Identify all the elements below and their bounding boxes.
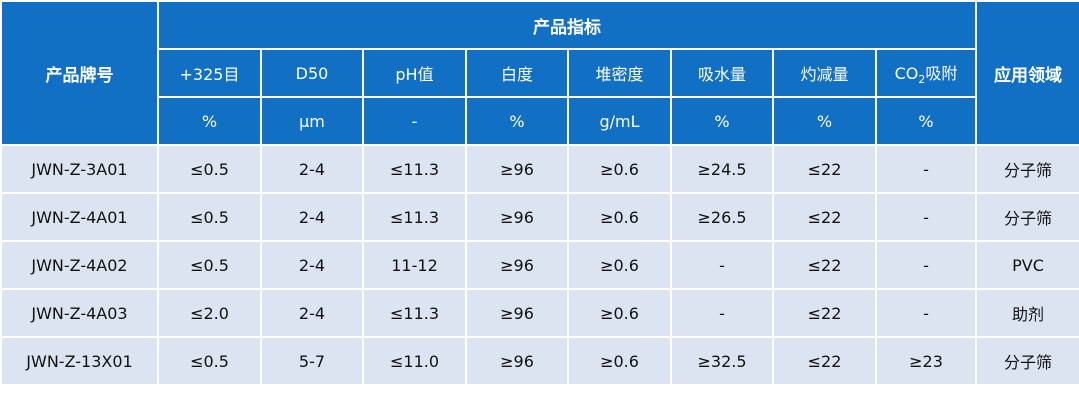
data-cell: 分子筛 [975, 336, 1079, 386]
data-cell: 2-4 [260, 144, 364, 194]
data-cell: ≤22 [772, 144, 877, 194]
data-cell: JWN-Z-4A01 [0, 192, 159, 242]
unit-header: - [362, 96, 467, 146]
data-cell: 分子筛 [975, 144, 1079, 194]
unit-header: % [670, 96, 774, 146]
data-cell: ≥0.6 [567, 192, 672, 242]
data-cell: 2-4 [260, 240, 364, 290]
data-cell: ≥0.6 [567, 288, 672, 338]
column-header: 堆密度 [567, 48, 672, 98]
data-cell: ≤22 [772, 240, 877, 290]
unit-header: μm [260, 96, 364, 146]
data-cell: - [670, 240, 774, 290]
data-cell: 分子筛 [975, 192, 1079, 242]
data-cell: ≥96 [465, 240, 569, 290]
header-row: +325目 D50 pH值 白度 堆密度 吸水量 灼减量 CO2吸附 [1, 48, 1079, 98]
data-cell: ≤22 [772, 288, 877, 338]
data-cell: - [875, 288, 977, 338]
data-cell: ≤0.5 [157, 240, 262, 290]
data-cell: ≤2.0 [157, 288, 262, 338]
column-header: +325目 [157, 48, 262, 98]
data-cell: ≥96 [465, 192, 569, 242]
data-cell: - [670, 288, 774, 338]
column-header-part: CO [894, 63, 919, 83]
data-cell: JWN-Z-4A03 [0, 288, 159, 338]
data-cell: 11-12 [362, 240, 467, 290]
data-cell: ≤11.3 [362, 192, 467, 242]
application-header: 应用领域 [975, 0, 1079, 146]
data-row: JWN-Z-4A03 ≤2.0 2-4 ≤11.3 ≥96 ≥0.6- ≤22- 助剂 [0, 288, 1079, 338]
column-header: 白度 [465, 48, 569, 98]
column-header: 吸水量 [670, 48, 774, 98]
data-cell: - [875, 144, 977, 194]
unit-header: g/mL [567, 96, 672, 146]
data-cell: 助剂 [975, 288, 1079, 338]
product-header: 产品牌号 [0, 0, 159, 146]
column-header: CO2吸附 [875, 48, 977, 98]
data-cell: PVC [975, 240, 1079, 290]
column-header: 灼减量 [772, 48, 877, 98]
data-cell: ≥26.5 [670, 192, 774, 242]
data-cell: ≥0.6 [567, 144, 672, 194]
data-cell: JWN-Z-3A01 [0, 144, 159, 194]
unit-header: % [465, 96, 569, 146]
column-header: D50 [260, 48, 364, 98]
data-cell: JWN-Z-4A02 [0, 240, 159, 290]
data-row: JWN-Z-4A01 ≤0.5 2-4 ≤11.3 ≥96 ≥0.6 ≥26.5 ≤22- 分子… [0, 192, 1079, 242]
data-cell: ≤11.3 [362, 288, 467, 338]
column-header-sub: 2 [918, 73, 926, 87]
column-header: pH值 [362, 48, 467, 98]
data-cell: JWN-Z-13X01 [0, 336, 159, 386]
unit-header: % [875, 96, 977, 146]
data-cell: - [875, 192, 977, 242]
data-cell: ≥96 [465, 288, 569, 338]
data-cell: ≤22 [772, 336, 877, 386]
data-cell: ≤22 [772, 192, 877, 242]
data-cell: ≥96 [465, 144, 569, 194]
column-header-part: 吸附 [925, 63, 958, 83]
unit-header: % [772, 96, 877, 146]
spec-table: 产品牌号 产品指标 应用领域 +325目 D50 pH值 白度 堆密度 吸水量 灼减量 CO2吸附%… [0, 0, 1079, 386]
data-row: JWN-Z-4A02 ≤0.5 2-4 11-12 ≥96 ≥0.6- ≤22- PVC [0, 240, 1079, 290]
data-cell: 2-4 [260, 192, 364, 242]
data-cell: ≥96 [465, 336, 569, 386]
data-cell: ≥0.6 [567, 240, 672, 290]
header-row: 产品牌号 产品指标 应用领域 [0, 0, 1079, 146]
unit-header: % [157, 96, 262, 146]
data-cell: ≥0.6 [567, 336, 672, 386]
data-cell: ≥23 [875, 336, 977, 386]
data-cell: ≤0.5 [157, 144, 262, 194]
group-header: 产品指标 [157, 0, 977, 50]
data-cell: ≥32.5 [670, 336, 774, 386]
data-row: JWN-Z-13X01 ≤0.5 5-7 ≤11.0 ≥96 ≥0.6 ≥32.5 ≤22 ≥2… [0, 336, 1079, 386]
data-cell: 5-7 [260, 336, 364, 386]
data-row: JWN-Z-3A01 ≤0.5 2-4 ≤11.3 ≥96 ≥0.6 ≥24.5 ≤22- 分子… [0, 144, 1079, 194]
data-cell: ≤0.5 [157, 192, 262, 242]
data-cell: ≤11.3 [362, 144, 467, 194]
unit-row: % μm -% g/mL%%% [1, 96, 1079, 146]
data-cell: - [875, 240, 977, 290]
data-cell: ≤0.5 [157, 336, 262, 386]
data-cell: 2-4 [260, 288, 364, 338]
data-cell: ≤11.0 [362, 336, 467, 386]
data-cell: ≥24.5 [670, 144, 774, 194]
